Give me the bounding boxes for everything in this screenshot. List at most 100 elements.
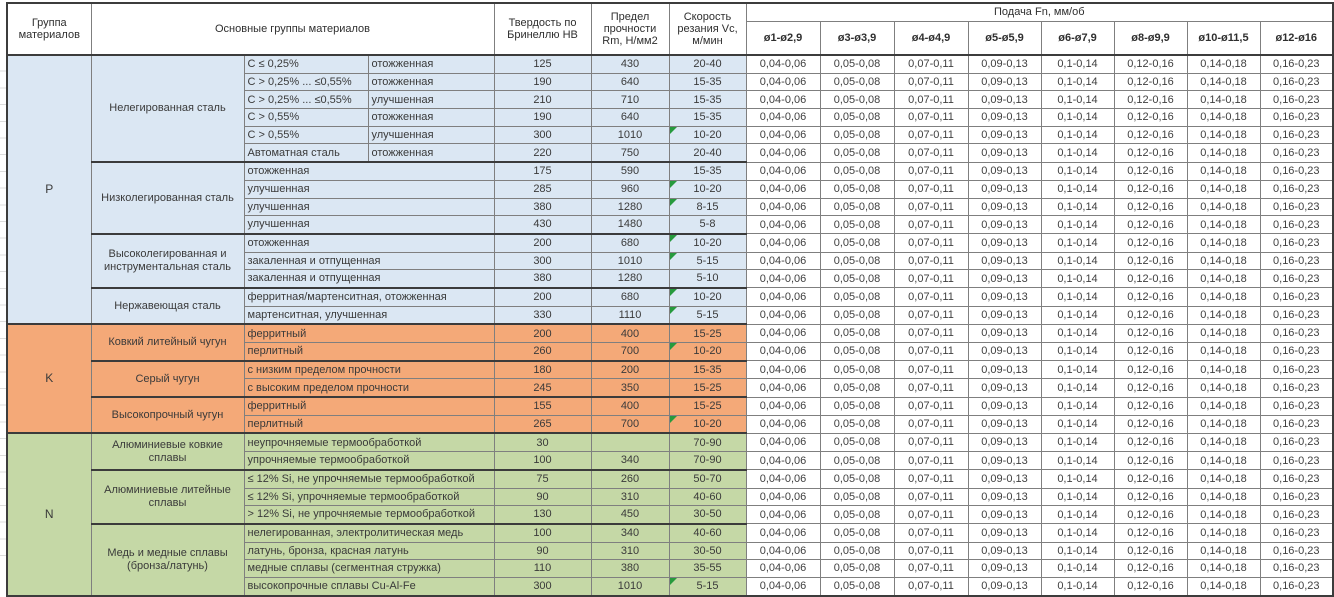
cell-feed-value[interactable]: 0,04-0,06 [745,360,821,380]
cell-feed-value[interactable]: 0,1-0,14 [1040,396,1115,416]
cell-feed-value[interactable]: 0,14-0,18 [1186,197,1261,217]
cell-cutting-speed[interactable]: 30-50 [668,541,747,561]
cell-feed-value[interactable]: 0,14-0,18 [1186,90,1261,110]
cell-feed-value[interactable]: 0,04-0,06 [745,179,821,199]
cell-feed-value[interactable]: 0,12-0,16 [1113,576,1188,597]
cell-feed-value[interactable]: 0,09-0,13 [967,576,1042,597]
cell-cutting-speed[interactable]: 40-60 [668,487,747,507]
cell-hardness-hb[interactable]: 200 [493,323,592,344]
cell-material-description[interactable]: закаленная и отпущенная [243,269,495,289]
cell-feed-value[interactable]: 0,14-0,18 [1186,179,1261,199]
cell-feed-value[interactable]: 0,16-0,23 [1259,305,1334,325]
cell-feed-value[interactable]: 0,05-0,08 [819,305,895,325]
cell-feed-value[interactable]: 0,16-0,23 [1259,72,1334,92]
cell-cutting-speed[interactable]: 10-20 [668,341,747,362]
cell-feed-value[interactable]: 0,12-0,16 [1113,523,1188,543]
cell-feed-value[interactable]: 0,05-0,08 [819,143,895,163]
header-diameter-6[interactable]: ø8-ø9,9 [1113,21,1188,56]
cell-feed-value[interactable]: 0,07-0,11 [893,414,969,434]
cell-feed-value[interactable]: 0,07-0,11 [893,360,969,380]
cell-feed-value[interactable]: 0,1-0,14 [1040,576,1115,597]
cell-group-letter[interactable]: P [6,53,92,325]
cell-hardness-hb[interactable]: 190 [493,72,592,92]
cell-subgroup[interactable]: Высоколегированная и инструментальная ст… [90,232,245,289]
cell-feed-value[interactable]: 0,04-0,06 [745,487,821,507]
cell-feed-value[interactable]: 0,1-0,14 [1040,541,1115,561]
cell-feed-value[interactable]: 0,04-0,06 [745,541,821,561]
cell-feed-value[interactable]: 0,05-0,08 [819,72,895,92]
cell-hardness-hb[interactable]: 30 [493,432,592,453]
cell-feed-value[interactable]: 0,14-0,18 [1186,251,1261,271]
cell-strength-rm[interactable]: 340 [590,451,670,471]
cell-feed-value[interactable]: 0,09-0,13 [967,125,1042,145]
cell-feed-value[interactable]: 0,14-0,18 [1186,125,1261,145]
cell-feed-value[interactable]: 0,05-0,08 [819,541,895,561]
cell-strength-rm[interactable]: 640 [590,108,670,127]
cell-feed-value[interactable]: 0,1-0,14 [1040,523,1115,543]
cell-feed-value[interactable]: 0,04-0,06 [745,323,821,344]
cell-hardness-hb[interactable]: 130 [493,505,592,525]
cell-feed-value[interactable]: 0,16-0,23 [1259,108,1334,127]
cell-strength-rm[interactable]: 1280 [590,197,670,217]
cell-feed-value[interactable]: 0,05-0,08 [819,161,895,181]
cell-strength-rm[interactable]: 380 [590,559,670,578]
cell-feed-value[interactable]: 0,14-0,18 [1186,72,1261,92]
header-main-material-groups[interactable]: Основные группы материалов [90,2,495,56]
cell-feed-value[interactable]: 0,05-0,08 [819,487,895,507]
cell-subgroup[interactable]: Низколегированная сталь [90,161,245,235]
cell-feed-value[interactable]: 0,09-0,13 [967,215,1042,235]
cell-hardness-hb[interactable]: 330 [493,305,592,325]
cell-group-letter[interactable]: N [6,432,92,597]
cell-feed-value[interactable]: 0,12-0,16 [1113,215,1188,235]
cell-feed-value[interactable]: 0,14-0,18 [1186,576,1261,597]
cell-cutting-speed[interactable]: 15-25 [668,378,747,398]
cell-feed-value[interactable]: 0,16-0,23 [1259,269,1334,289]
cell-strength-rm[interactable]: 260 [590,468,670,489]
cell-feed-value[interactable]: 0,04-0,06 [745,108,821,127]
cell-feed-value[interactable]: 0,09-0,13 [967,197,1042,217]
cell-feed-value[interactable]: 0,09-0,13 [967,305,1042,325]
cell-strength-rm[interactable]: 640 [590,72,670,92]
cell-feed-value[interactable]: 0,09-0,13 [967,469,1042,489]
cell-feed-value[interactable]: 0,1-0,14 [1040,251,1115,271]
cell-feed-value[interactable]: 0,14-0,18 [1186,215,1261,235]
cell-feed-value[interactable]: 0,05-0,08 [819,90,895,110]
cell-feed-value[interactable]: 0,05-0,08 [819,432,895,453]
cell-feed-value[interactable]: 0,1-0,14 [1040,378,1115,398]
cell-subgroup[interactable]: Алюминиевые ковкие сплавы [90,432,245,471]
cell-cutting-speed[interactable]: 10-20 [668,286,747,307]
cell-strength-rm[interactable]: 340 [590,522,670,543]
cell-cutting-speed[interactable]: 15-25 [668,396,747,416]
header-feed-title[interactable]: Подача Fn, мм/об [745,2,1334,22]
cell-feed-value[interactable]: 0,07-0,11 [893,233,969,253]
cell-material-description[interactable]: > 12% Si, не упрочняемые термообработкой [243,505,495,525]
cell-feed-value[interactable]: 0,14-0,18 [1186,323,1261,344]
cell-feed-value[interactable]: 0,1-0,14 [1040,432,1115,453]
cell-feed-value[interactable]: 0,16-0,23 [1259,90,1334,110]
cell-material-description[interactable]: перлитный [243,341,495,362]
cell-feed-value[interactable]: 0,04-0,06 [745,233,821,253]
cell-hardness-hb[interactable]: 430 [493,215,592,235]
cell-feed-value[interactable]: 0,16-0,23 [1259,360,1334,380]
cell-cutting-speed[interactable]: 40-60 [668,522,747,543]
cell-feed-value[interactable]: 0,07-0,11 [893,523,969,543]
cell-feed-value[interactable]: 0,12-0,16 [1113,396,1188,416]
cell-feed-value[interactable]: 0,05-0,08 [819,108,895,127]
cell-material-description[interactable]: отожженная [367,108,495,127]
cell-feed-value[interactable]: 0,09-0,13 [967,451,1042,471]
cell-feed-value[interactable]: 0,04-0,06 [745,576,821,597]
cell-feed-value[interactable]: 0,09-0,13 [967,161,1042,181]
cell-strength-rm[interactable]: 310 [590,487,670,507]
cell-feed-value[interactable]: 0,07-0,11 [893,576,969,597]
cell-subgroup[interactable]: Нелегированная сталь [90,53,245,163]
cell-feed-value[interactable]: 0,14-0,18 [1186,54,1261,74]
cell-feed-value[interactable]: 0,07-0,11 [893,269,969,289]
cell-hardness-hb[interactable]: 245 [493,378,592,398]
header-cutting-speed[interactable]: Скорость резания Vc, м/мин [668,2,747,56]
cell-feed-value[interactable]: 0,16-0,23 [1259,287,1334,307]
cell-cutting-speed[interactable]: 10-20 [668,125,747,145]
cell-feed-value[interactable]: 0,05-0,08 [819,125,895,145]
cell-feed-value[interactable]: 0,09-0,13 [967,72,1042,92]
header-diameter-4[interactable]: ø5-ø5,9 [967,21,1042,56]
cell-feed-value[interactable]: 0,16-0,23 [1259,54,1334,74]
